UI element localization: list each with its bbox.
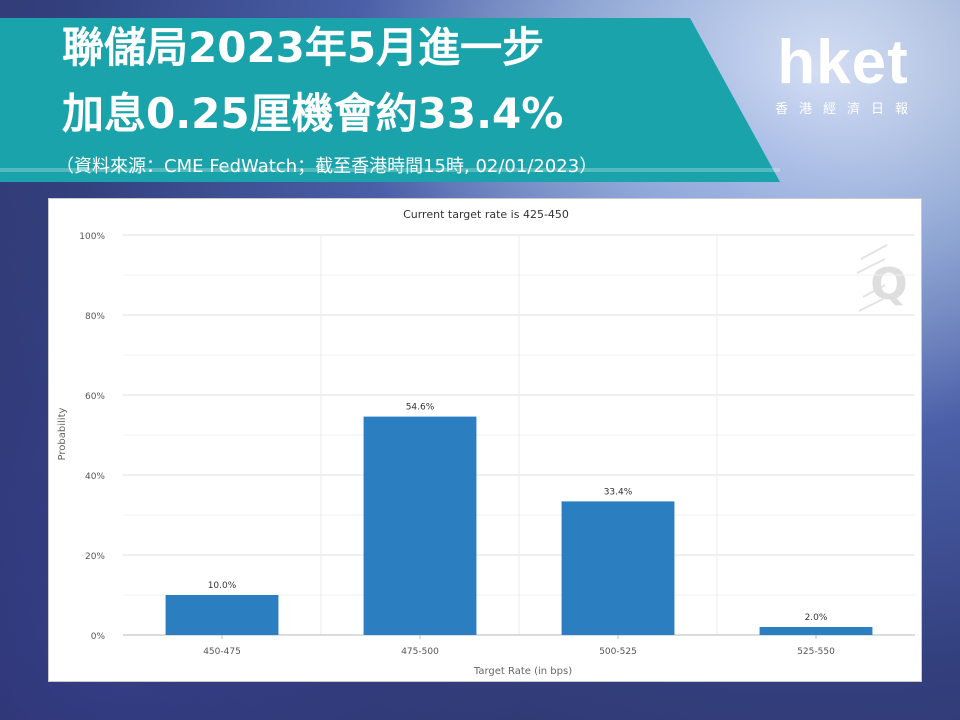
y-tick-label: 20% — [85, 552, 105, 562]
headline-banner — [0, 18, 780, 182]
chart-card: Current target rate is 425-450 Probabili… — [48, 198, 922, 682]
y-tick-label: 40% — [85, 472, 105, 482]
x-axis-label: Target Rate (in bps) — [473, 666, 572, 677]
banner-divider — [0, 168, 780, 172]
x-tick-label: 450-475 — [203, 647, 241, 657]
x-tick-label: 475-500 — [401, 647, 439, 657]
probability-bar-chart: Current target rate is 425-450 Probabili… — [57, 208, 915, 677]
hket-logo: hket 香港經濟日報 — [758, 30, 928, 126]
chart-title: Current target rate is 425-450 — [403, 208, 569, 221]
source-note: （資料來源：CME FedWatch；截至香港時間15時, 02/01/2023… — [56, 156, 598, 177]
bar-data-label: 10.0% — [208, 581, 237, 591]
logo-wordmark: hket — [777, 28, 909, 97]
quikstrike-watermark-icon: Q — [856, 244, 908, 312]
y-axis-label: Probability — [57, 407, 68, 460]
x-tick-label: 525-550 — [797, 647, 835, 657]
logo-subtitle: 香港經濟日報 — [774, 102, 919, 117]
y-tick-label: 100% — [79, 232, 105, 242]
x-tick-label: 500-525 — [599, 647, 637, 657]
y-tick-label: 60% — [85, 392, 105, 402]
bar-525-550 — [759, 627, 873, 635]
headline-line-1: 聯儲局2023年5月進一步 — [62, 23, 545, 72]
bar-450-475 — [165, 595, 279, 635]
headline-line-2: 加息0.25厘機會約33.4% — [62, 89, 564, 138]
bar-500-525 — [561, 501, 675, 635]
y-tick-label: 0% — [91, 632, 106, 642]
bar-475-500 — [363, 416, 477, 635]
watermark-letter: Q — [870, 259, 907, 310]
y-tick-label: 80% — [85, 312, 105, 322]
bar-data-label: 2.0% — [805, 613, 828, 623]
bar-data-label: 33.4% — [604, 487, 633, 497]
bar-data-label: 54.6% — [406, 403, 435, 413]
